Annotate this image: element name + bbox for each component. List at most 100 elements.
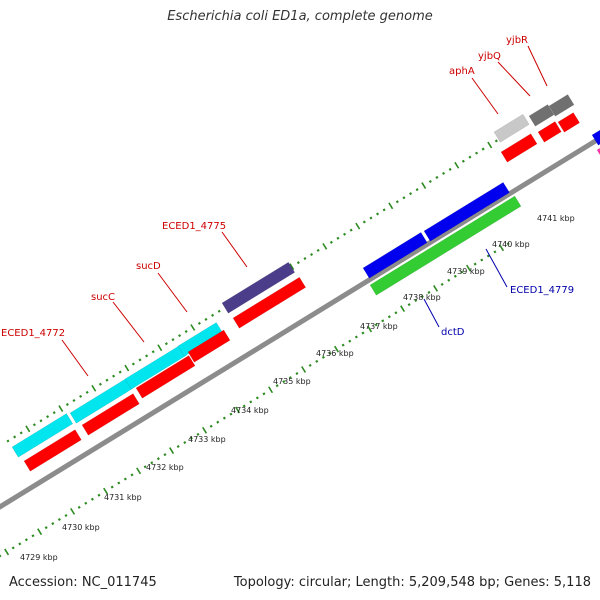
outer-minor-tick bbox=[428, 179, 432, 184]
cds-block-8 bbox=[557, 112, 580, 133]
inner-minor-tick bbox=[143, 465, 147, 469]
inner-minor-tick bbox=[216, 420, 220, 424]
inner-minor-tick bbox=[308, 363, 312, 367]
inner-minor-tick bbox=[209, 424, 213, 428]
outer-minor-tick bbox=[217, 309, 221, 313]
inner-minor-tick bbox=[57, 517, 61, 522]
outer-minor-tick bbox=[197, 321, 201, 325]
inner-minor-tick bbox=[354, 335, 358, 339]
outer-minor-tick bbox=[32, 423, 36, 427]
inner-minor-tick bbox=[321, 355, 325, 359]
edge-block-blue bbox=[591, 129, 600, 146]
inner-minor-tick bbox=[460, 270, 464, 274]
feature-track bbox=[11, 92, 600, 472]
inner-minor-tick bbox=[64, 513, 68, 517]
inner-minor-tick bbox=[407, 303, 411, 307]
outer-major-tick bbox=[454, 161, 460, 169]
gene-block-eced1-4772-highlight bbox=[12, 411, 71, 447]
gene-block-yjbq bbox=[528, 104, 555, 127]
label-sucd: sucD bbox=[136, 261, 161, 272]
outer-minor-tick bbox=[296, 261, 300, 265]
outer-minor-tick bbox=[13, 435, 17, 439]
inner-minor-tick bbox=[18, 542, 22, 546]
inner-minor-tick bbox=[123, 477, 127, 481]
inner-minor-tick bbox=[222, 416, 226, 420]
inner-minor-tick bbox=[480, 258, 484, 262]
inner-minor-tick bbox=[493, 250, 497, 254]
inner-major-tick bbox=[334, 345, 340, 353]
cds-block-3 bbox=[135, 355, 196, 399]
inner-minor-tick bbox=[374, 323, 378, 327]
inner-minor-tick bbox=[453, 274, 457, 278]
inner-minor-tick bbox=[163, 453, 167, 457]
inner-major-tick bbox=[400, 305, 406, 313]
tick-label: 4735 kbp bbox=[273, 377, 311, 386]
inner-major-tick bbox=[433, 284, 439, 292]
label-yjbr: yjbR bbox=[506, 35, 528, 46]
inner-minor-tick bbox=[275, 384, 279, 388]
outer-minor-tick bbox=[343, 232, 347, 236]
inner-minor-tick bbox=[506, 242, 510, 246]
inner-minor-tick bbox=[427, 290, 431, 294]
outer-minor-tick bbox=[362, 220, 366, 224]
inner-minor-tick bbox=[44, 526, 48, 530]
outer-minor-tick bbox=[409, 192, 413, 196]
tick-label: 4739 kbp bbox=[447, 267, 485, 276]
outer-minor-tick bbox=[85, 390, 89, 394]
gene-block-eced1-4775-highlight bbox=[222, 259, 293, 303]
outer-minor-tick bbox=[329, 240, 333, 244]
outer-minor-tick bbox=[46, 415, 50, 419]
outer-major-tick bbox=[322, 242, 328, 250]
cds-block-4-highlight bbox=[188, 327, 228, 352]
inner-minor-tick bbox=[341, 343, 345, 347]
outer-minor-tick bbox=[145, 354, 149, 358]
outer-minor-tick bbox=[475, 151, 479, 155]
outer-major-tick bbox=[91, 384, 97, 392]
inner-minor-tick bbox=[394, 311, 398, 315]
cds-block-4 bbox=[187, 329, 231, 363]
cds-block-1-highlight bbox=[24, 427, 80, 461]
tick-label: 4733 kbp bbox=[188, 435, 226, 444]
label-succ-leader bbox=[112, 301, 145, 343]
inner-minor-tick bbox=[486, 254, 490, 258]
gene-block-eced1-4772 bbox=[11, 413, 74, 458]
outer-minor-tick bbox=[138, 358, 142, 362]
gene-block-eced1-4779-a bbox=[362, 232, 428, 279]
outer-major-tick bbox=[190, 324, 196, 331]
inner-minor-tick bbox=[110, 485, 114, 489]
inner-minor-tick bbox=[328, 351, 332, 355]
cds-block-2 bbox=[81, 393, 140, 436]
inner-minor-tick bbox=[77, 505, 81, 509]
genome-summary-text: Topology: circular; Length: 5,209,548 bp… bbox=[233, 575, 591, 590]
label-eced1-4779-leader bbox=[485, 248, 508, 288]
cds-block-1 bbox=[23, 429, 82, 472]
label-yjbr-leader bbox=[527, 45, 548, 87]
outer-minor-tick bbox=[448, 167, 452, 171]
inner-minor-tick bbox=[130, 473, 134, 477]
inner-minor-tick bbox=[242, 404, 246, 408]
outer-minor-tick bbox=[369, 216, 373, 220]
cds-block-7 bbox=[537, 121, 562, 143]
edge-block-blue-highlight bbox=[592, 130, 600, 135]
inner-minor-tick bbox=[288, 376, 292, 380]
outer-major-tick bbox=[25, 425, 31, 433]
outer-minor-tick bbox=[105, 378, 109, 382]
cds-block-6 bbox=[500, 133, 538, 163]
outer-major-tick bbox=[124, 364, 130, 372]
inner-major-tick bbox=[136, 467, 142, 475]
gene-block-eced1-4779-b-highlight bbox=[424, 179, 508, 231]
label-yjbq: yjbQ bbox=[478, 51, 501, 62]
outer-major-tick bbox=[487, 141, 493, 149]
inner-major-tick bbox=[103, 487, 109, 495]
outer-minor-tick bbox=[303, 257, 307, 261]
inner-major-tick bbox=[70, 507, 76, 515]
outer-minor-tick bbox=[376, 212, 380, 216]
inner-minor-tick bbox=[295, 372, 299, 376]
outer-minor-tick bbox=[442, 171, 446, 175]
edge-block-pink bbox=[596, 147, 600, 156]
label-eced1-4772: ECED1_4772 bbox=[1, 328, 65, 339]
outer-major-tick bbox=[355, 222, 361, 230]
inner-minor-tick bbox=[473, 262, 477, 266]
outer-minor-tick bbox=[72, 398, 76, 402]
